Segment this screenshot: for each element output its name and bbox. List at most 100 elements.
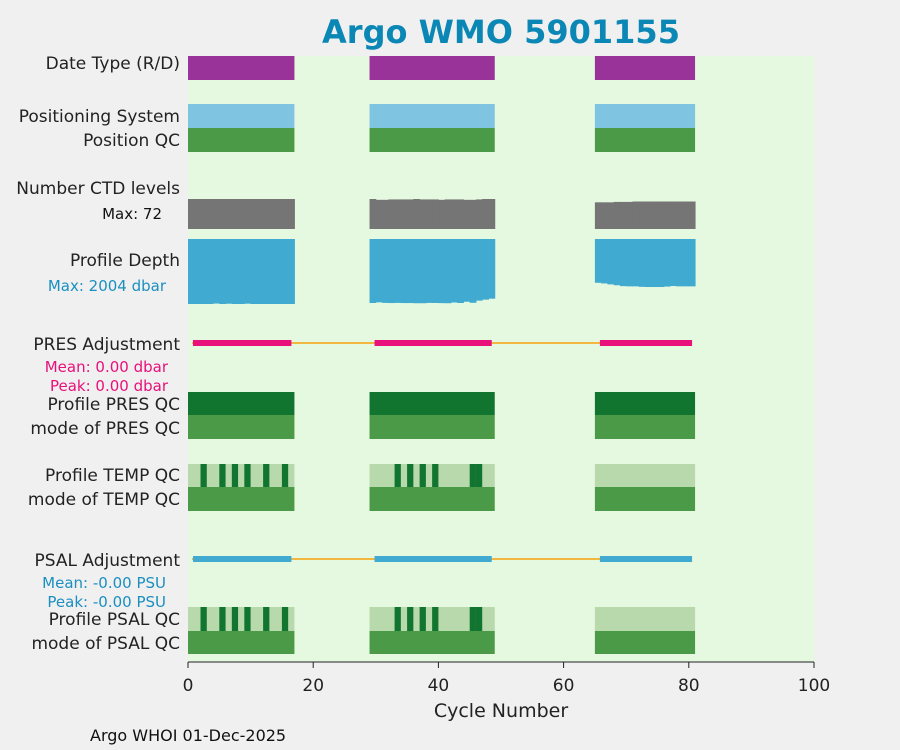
profile-pres-qc-bar-seg-1 (369, 392, 495, 415)
mode-pres-qc-bar-seg-2 (594, 415, 696, 439)
psal-adjustment-mean-label: Mean: -0.00 PSU (42, 574, 166, 592)
profile-psal-qc-bar-flag-0 (200, 607, 207, 631)
profile-depth-col-1-18 (482, 239, 489, 300)
ctd-levels-col-1-3 (388, 199, 396, 229)
profile-depth-col-0-5 (219, 239, 227, 304)
plot-area (188, 56, 814, 662)
profile-depth-col-2-9 (651, 239, 658, 288)
profile-temp-qc-bar-flag-8 (419, 464, 426, 487)
ctd-levels-col-2-3 (613, 201, 621, 229)
mode-temp-qc-bar-seg-0 (188, 487, 295, 511)
profile-pres-qc-bar-seg-2 (594, 392, 696, 415)
ctd-levels-col-0-1 (194, 199, 202, 229)
mode-psal-qc-bar-seg-2 (594, 631, 696, 654)
row-label-date-type: Date Type (R/D) (46, 54, 180, 74)
profile-temp-qc-bar-flag-3 (244, 464, 251, 487)
mode-pres-qc-bar-seg-1 (369, 415, 495, 439)
ctd-levels-col-0-16 (288, 199, 295, 229)
profile-temp-qc-bar-flag-1 (219, 464, 226, 487)
ctd-levels-col-2-9 (651, 201, 658, 229)
mode-psal-qc-bar-seg-1 (369, 631, 495, 654)
profile-depth-col-2-2 (607, 239, 615, 285)
ctd-levels-col-0-13 (269, 199, 277, 229)
profile-depth-col-2-10 (657, 239, 665, 288)
profile-depth-col-0-7 (231, 239, 239, 304)
profile-depth-col-2-4 (619, 239, 627, 287)
profile-depth-col-1-5 (400, 239, 408, 304)
row-label-profile-temp-qc: Profile TEMP QC (45, 466, 180, 486)
row-label-ctd-levels: Number CTD levels (16, 179, 180, 199)
profile-depth-col-1-14 (457, 239, 464, 303)
row-label-psal-adjustment: PSAL Adjustment (35, 551, 181, 571)
profile-psal-qc-bar-flag-4 (263, 607, 270, 631)
footer-credit: Argo WHOI 01-Dec-2025 (90, 726, 286, 745)
x-axis-ticks: 0 20 40 60 80 100 (183, 662, 830, 696)
ctd-levels-col-2-0 (594, 202, 602, 229)
profile-depth-col-1-13 (450, 239, 458, 303)
profile-depth-col-0-11 (256, 239, 264, 304)
ctd-levels-col-1-17 (475, 199, 483, 229)
profile-depth-col-2-12 (670, 239, 677, 287)
date-type-bar-seg-0 (188, 56, 295, 80)
ctd-levels-col-2-7 (638, 201, 646, 229)
profile-temp-qc-bar-flag-4 (263, 464, 270, 487)
mode-pres-qc-bar-seg-0 (188, 415, 295, 439)
ctd-levels-col-1-5 (400, 199, 408, 229)
profile-psal-qc-bar-flag-2 (231, 607, 239, 631)
profile-psal-qc-bar-flag-8 (419, 607, 426, 631)
profile-depth-col-0-13 (269, 239, 277, 304)
x-axis-title: Cycle Number (434, 700, 568, 722)
profile-psal-qc-bar-flag-5 (281, 607, 289, 631)
ctd-levels-col-1-10 (432, 199, 439, 229)
x-tick-label-0: 0 (183, 676, 194, 696)
ctd-levels-col-0-14 (275, 199, 283, 229)
chart-title: Argo WMO 5901155 (322, 13, 680, 51)
profile-depth-col-1-12 (444, 239, 452, 304)
profile-depth-col-0-9 (244, 239, 252, 304)
date-type-bar-seg-2 (594, 56, 696, 80)
profile-psal-qc-bar-flag-11 (475, 607, 483, 631)
ctd-levels-col-1-13 (450, 199, 458, 229)
ctd-levels-col-0-9 (244, 199, 252, 229)
profile-depth-max-label: Max: 2004 dbar (48, 277, 167, 295)
position-qc-bar-seg-0 (188, 128, 295, 152)
ctd-levels-col-0-11 (256, 199, 264, 229)
profile-depth-col-0-15 (281, 239, 289, 304)
ctd-levels-col-2-14 (682, 201, 690, 229)
profile-depth-col-0-3 (206, 239, 214, 304)
profile-depth-col-0-14 (275, 239, 283, 304)
profile-temp-qc-bar-flag-2 (231, 464, 239, 487)
profile-depth-col-2-1 (601, 239, 608, 284)
ctd-levels-col-0-4 (213, 199, 220, 229)
profile-psal-qc-bar-flag-9 (432, 607, 439, 631)
profile-psal-qc-bar-flag-7 (407, 607, 414, 631)
profile-depth-col-2-14 (682, 239, 690, 287)
ctd-levels-col-1-4 (394, 199, 402, 229)
ctd-levels-col-0-15 (281, 199, 289, 229)
ctd-levels-col-2-1 (601, 202, 608, 229)
ctd-levels-col-2-5 (626, 201, 633, 229)
mode-psal-qc-bar-seg-0 (188, 631, 295, 654)
ctd-levels-col-1-8 (419, 199, 427, 229)
profile-depth-col-1-3 (388, 239, 396, 304)
ctd-levels-col-1-2 (382, 199, 389, 229)
mode-temp-qc-bar-seg-2 (594, 487, 696, 511)
profile-depth-col-1-17 (475, 239, 483, 301)
profile-pres-qc-bar-seg-0 (188, 392, 295, 415)
ctd-levels-col-0-5 (219, 199, 227, 229)
ctd-levels-col-2-4 (619, 201, 627, 229)
profile-psal-qc-bar-flag-3 (244, 607, 251, 631)
profile-depth-col-1-9 (425, 239, 433, 303)
ctd-levels-col-0-10 (250, 199, 258, 229)
profile-psal-qc-bar-flag-6 (394, 607, 401, 631)
row-label-mode-pres-qc: mode of PRES QC (30, 419, 180, 439)
ctd-levels-max-label: Max: 72 (102, 205, 162, 223)
row-label-mode-temp-qc: mode of TEMP QC (28, 490, 180, 510)
profile-temp-qc-bar-seg-2 (594, 464, 696, 487)
ctd-levels-col-0-3 (206, 199, 214, 229)
row-label-position-qc: Position QC (83, 131, 180, 151)
ctd-levels-col-0-6 (225, 199, 233, 229)
profile-depth-col-2-0 (594, 239, 602, 283)
ctd-levels-col-0-12 (263, 199, 270, 229)
ctd-levels-col-1-7 (413, 199, 421, 229)
